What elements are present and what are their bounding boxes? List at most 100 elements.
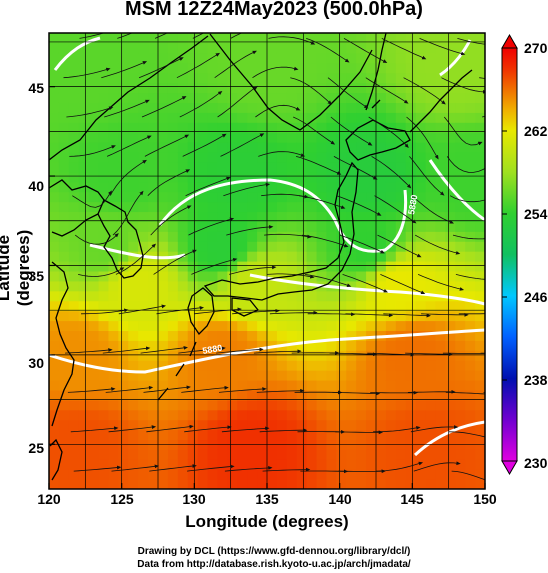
field-cell bbox=[148, 300, 159, 312]
field-cell bbox=[217, 409, 228, 421]
field-cell bbox=[326, 350, 337, 361]
field-cell bbox=[316, 419, 328, 431]
field-cell bbox=[49, 251, 60, 262]
field-cell bbox=[346, 479, 357, 489]
y-tick-label: 35 bbox=[28, 268, 44, 284]
field-cell bbox=[68, 399, 80, 411]
field-cell bbox=[49, 201, 60, 213]
field-cell bbox=[187, 261, 199, 272]
field-cell bbox=[435, 409, 446, 421]
field-cell bbox=[217, 72, 228, 84]
field-cell bbox=[68, 132, 80, 143]
field-cell bbox=[49, 132, 60, 143]
field-cell bbox=[296, 231, 308, 242]
field-cell bbox=[276, 191, 288, 203]
field-cell bbox=[247, 310, 258, 322]
field-cell bbox=[415, 379, 427, 391]
field-cell bbox=[475, 112, 485, 123]
field-cell bbox=[316, 241, 328, 252]
streamline bbox=[264, 233, 312, 239]
field-cell bbox=[108, 171, 119, 183]
field-cell bbox=[247, 142, 258, 153]
field-cell bbox=[237, 132, 248, 143]
field-cell bbox=[158, 290, 169, 302]
field-cell bbox=[68, 350, 80, 361]
field-cell bbox=[118, 320, 129, 331]
field-cell bbox=[425, 429, 437, 441]
field-cell bbox=[177, 151, 189, 163]
field-cell bbox=[405, 82, 417, 94]
field-cell bbox=[197, 72, 209, 84]
field-cell bbox=[247, 449, 258, 460]
field-cell bbox=[197, 171, 209, 183]
field-cell bbox=[247, 33, 258, 44]
field-cell bbox=[197, 82, 209, 94]
x-axis-label: Longitude (degrees) bbox=[185, 512, 349, 531]
field-cell bbox=[326, 142, 337, 153]
field-cell bbox=[118, 270, 129, 282]
field-cell bbox=[217, 142, 228, 153]
field-cell bbox=[227, 320, 238, 331]
field-cell bbox=[316, 370, 328, 381]
field-cell bbox=[415, 191, 427, 203]
field-cell bbox=[237, 370, 248, 381]
field-cell bbox=[49, 151, 60, 163]
field-cell bbox=[58, 191, 70, 203]
field-cell bbox=[445, 132, 456, 143]
coastline-kyushu bbox=[187, 287, 215, 336]
field-cell bbox=[187, 72, 199, 84]
field-cell bbox=[385, 350, 397, 361]
field-cell bbox=[78, 201, 90, 213]
field-cell bbox=[415, 52, 427, 64]
field-cell bbox=[346, 409, 357, 421]
field-cell bbox=[376, 112, 387, 123]
field-cell bbox=[98, 33, 110, 44]
field-cell bbox=[167, 310, 179, 322]
field-cell bbox=[237, 429, 248, 441]
field-cell bbox=[148, 399, 159, 411]
field-cell bbox=[385, 211, 397, 222]
field-cell bbox=[286, 280, 298, 292]
field-cell bbox=[276, 399, 288, 411]
field-cell bbox=[296, 449, 308, 460]
field-cell bbox=[286, 151, 298, 163]
field-cell bbox=[138, 320, 149, 331]
field-cell bbox=[227, 370, 238, 381]
field-cell bbox=[128, 459, 139, 470]
field-cell bbox=[267, 379, 278, 391]
field-cell bbox=[257, 419, 268, 431]
field-cell bbox=[58, 151, 70, 163]
field-cell bbox=[465, 399, 476, 411]
field-cell bbox=[445, 161, 456, 173]
field-cell bbox=[217, 122, 228, 133]
field-cell bbox=[98, 300, 110, 312]
field-cell bbox=[197, 161, 209, 173]
field-cell bbox=[148, 409, 159, 421]
field-cell bbox=[385, 102, 397, 113]
field-cell bbox=[257, 112, 268, 123]
field-cell bbox=[316, 330, 328, 341]
x-tick-label: 130 bbox=[182, 491, 206, 507]
field-cell bbox=[88, 310, 100, 322]
field-cell bbox=[395, 300, 407, 312]
field-cell bbox=[376, 132, 387, 143]
field-cell bbox=[346, 72, 357, 84]
field-cell bbox=[445, 261, 456, 272]
field-cell bbox=[78, 42, 90, 54]
field-cell bbox=[376, 102, 387, 113]
field-cell bbox=[405, 399, 417, 411]
field-cell bbox=[316, 251, 328, 262]
field-cell bbox=[49, 92, 60, 103]
field-cell bbox=[356, 72, 367, 84]
field-cell bbox=[336, 280, 347, 292]
field-cell bbox=[267, 161, 278, 173]
field-cell bbox=[78, 409, 90, 421]
field-cell bbox=[276, 92, 288, 103]
field-cell bbox=[118, 201, 129, 213]
field-cell bbox=[167, 399, 179, 411]
field-cell bbox=[247, 290, 258, 302]
field-cell bbox=[197, 42, 209, 54]
field-cell bbox=[276, 320, 288, 331]
field-cell bbox=[445, 122, 456, 133]
field-cell bbox=[128, 300, 139, 312]
